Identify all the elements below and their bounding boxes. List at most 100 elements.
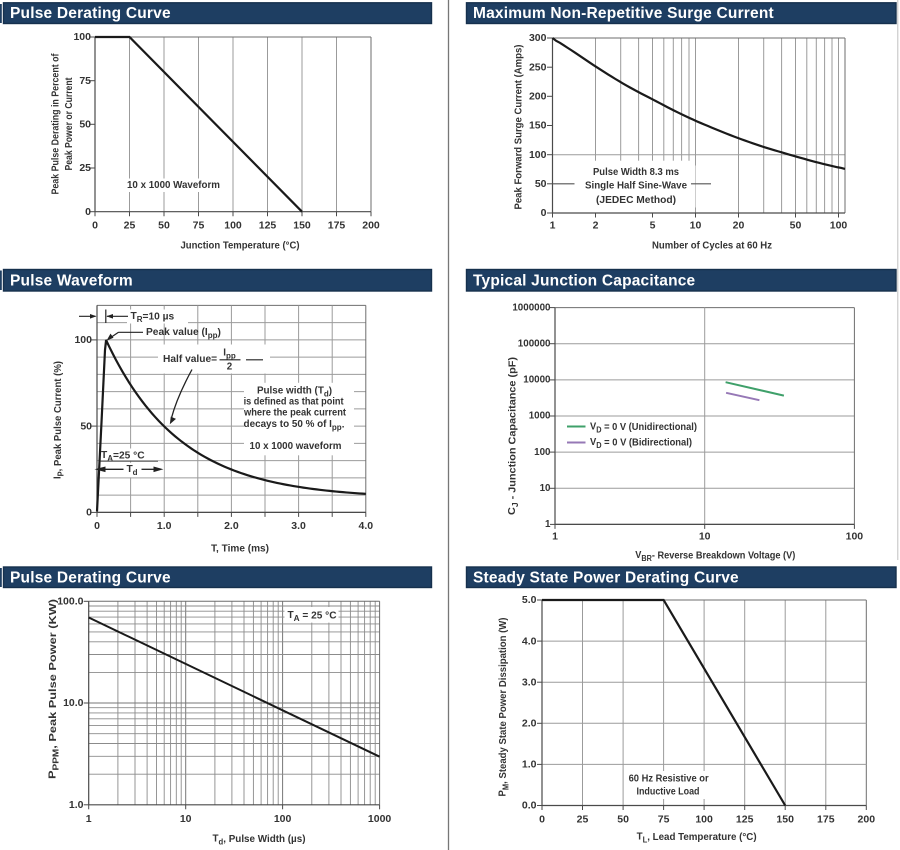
svg-text:0: 0: [85, 206, 91, 218]
svg-text:4.0: 4.0: [522, 635, 537, 647]
svg-text:3.0: 3.0: [522, 676, 537, 688]
svg-text:300: 300: [529, 32, 547, 44]
svg-text:100000: 100000: [518, 338, 551, 349]
svg-text:100: 100: [274, 813, 292, 825]
svg-text:10: 10: [699, 531, 711, 543]
svg-text:2.0: 2.0: [522, 718, 537, 730]
svg-text:CJ - Junction Capacitance (pF): CJ - Junction Capacitance (pF): [507, 357, 520, 515]
svg-text:3.0: 3.0: [291, 520, 306, 532]
svg-text:VBR- Reverse Breakdown Voltage: VBR- Reverse Breakdown Voltage (V): [635, 550, 795, 563]
svg-text:50: 50: [158, 219, 170, 231]
svg-text:1.0: 1.0: [157, 520, 172, 532]
svg-text:Ipp: Ipp: [223, 347, 236, 360]
svg-text:10 x 1000 waveform: 10 x 1000 waveform: [250, 441, 342, 452]
svg-text:150: 150: [529, 120, 547, 132]
svg-text:1000000: 1000000: [512, 302, 551, 313]
svg-text:1000: 1000: [529, 411, 551, 422]
svg-text:is defined as that point: is defined as that point: [244, 397, 345, 408]
svg-text:100: 100: [529, 149, 547, 161]
svg-text:200: 200: [858, 814, 876, 826]
svg-text:(JEDEC Method): (JEDEC Method): [596, 195, 676, 206]
svg-text:Typical Junction Capacitance: Typical Junction Capacitance: [473, 272, 696, 289]
svg-text:1.0: 1.0: [69, 799, 84, 811]
svg-text:175: 175: [328, 219, 346, 231]
svg-text:0: 0: [94, 520, 100, 532]
svg-text:50: 50: [790, 219, 802, 231]
svg-text:75: 75: [193, 219, 205, 231]
svg-text:125: 125: [736, 814, 754, 826]
svg-text:5: 5: [650, 219, 656, 231]
svg-text:Number of Cycles at 60 Hz: Number of Cycles at 60 Hz: [652, 240, 772, 252]
svg-text:100: 100: [534, 447, 551, 458]
svg-text:1: 1: [550, 219, 556, 231]
svg-text:10000: 10000: [523, 375, 551, 386]
svg-text:PM, Steady State Power Dissipa: PM, Steady State Power Dissipation (W): [498, 618, 511, 797]
svg-text:Peak Pulse Derating in Percent: Peak Pulse Derating in Percent of: [51, 53, 62, 195]
svg-text:VD = 0 V (Bidirectional): VD = 0 V (Bidirectional): [590, 437, 692, 450]
svg-text:Td: Td: [126, 464, 137, 477]
svg-text:0: 0: [539, 814, 545, 826]
svg-text:200: 200: [529, 91, 547, 103]
svg-text:1000: 1000: [368, 813, 392, 825]
svg-text:5.0: 5.0: [522, 594, 537, 606]
svg-text:125: 125: [259, 219, 277, 231]
svg-text:10.0: 10.0: [63, 697, 84, 709]
svg-text:10 x 1000 Waveform: 10 x 1000 Waveform: [127, 180, 220, 191]
svg-text:100.0: 100.0: [57, 596, 83, 608]
svg-text:Peak Forward Surge Current (Am: Peak Forward Surge Current (Amps): [514, 45, 525, 210]
svg-text:60 Hz Resistive or: 60 Hz Resistive or: [629, 774, 709, 785]
svg-text:100: 100: [695, 814, 713, 826]
svg-text:TA=25 °C: TA=25 °C: [101, 450, 145, 463]
svg-text:150: 150: [293, 219, 311, 231]
svg-text:Peak Power or Current: Peak Power or Current: [64, 77, 75, 171]
svg-text:20: 20: [733, 219, 745, 231]
svg-text:50: 50: [79, 119, 91, 131]
svg-text:PPPM, Peak Pulse Power (KW): PPPM, Peak Pulse Power (KW): [48, 599, 61, 779]
svg-text:100: 100: [830, 219, 848, 231]
svg-text:0: 0: [541, 207, 547, 219]
svg-text:TL, Lead Temperature (°C): TL, Lead Temperature (°C): [637, 832, 757, 845]
svg-text:Pulse Waveform: Pulse Waveform: [10, 272, 133, 289]
svg-text:Pulse Width 8.3 ms: Pulse Width 8.3 ms: [593, 167, 679, 178]
svg-text:25: 25: [124, 219, 136, 231]
svg-text:Pulse Derating Curve: Pulse Derating Curve: [10, 5, 171, 22]
svg-text:75: 75: [658, 814, 670, 826]
svg-text:50: 50: [617, 814, 629, 826]
svg-text:2.0: 2.0: [224, 520, 239, 532]
svg-text:100: 100: [224, 219, 242, 231]
svg-text:Pulse width (Td): Pulse width (Td): [257, 386, 332, 399]
svg-text:50: 50: [80, 420, 92, 432]
svg-text:Maximum Non-Repetitive Surge C: Maximum Non-Repetitive Surge Current: [473, 5, 774, 22]
svg-text:Td, Pulse Width (µs): Td, Pulse Width (µs): [213, 833, 306, 846]
svg-text:100: 100: [73, 31, 91, 43]
svg-text:0.0: 0.0: [522, 800, 537, 812]
svg-text:100: 100: [74, 334, 92, 346]
svg-text:10: 10: [540, 483, 551, 494]
svg-text:1: 1: [552, 531, 558, 543]
svg-text:Pulse Derating Curve: Pulse Derating Curve: [10, 569, 171, 586]
svg-text:Inductive Load: Inductive Load: [637, 787, 700, 798]
svg-text:0: 0: [92, 219, 98, 231]
svg-text:decays to 50 % of Ipp.: decays to 50 % of Ipp.: [244, 419, 345, 432]
svg-text:1: 1: [545, 519, 551, 530]
svg-text:where the peak current: where the peak current: [243, 408, 347, 419]
svg-text:200: 200: [362, 219, 380, 231]
svg-text:Peak value (Ipp): Peak value (Ipp): [146, 327, 221, 340]
svg-text:VD = 0 V (Unidirectional): VD = 0 V (Unidirectional): [590, 421, 697, 434]
svg-text:Steady State Power Derating Cu: Steady State Power Derating Curve: [473, 569, 739, 586]
svg-text:250: 250: [529, 61, 547, 73]
svg-text:2: 2: [227, 362, 233, 373]
svg-text:175: 175: [817, 814, 835, 826]
svg-text:T, Time (ms): T, Time (ms): [211, 542, 269, 554]
svg-text:100: 100: [846, 531, 864, 543]
svg-text:10: 10: [180, 813, 192, 825]
svg-text:25: 25: [577, 814, 589, 826]
svg-text:TR=10 µs: TR=10 µs: [131, 311, 175, 324]
svg-text:75: 75: [79, 75, 91, 87]
svg-text:Single Half Sine-Wave: Single Half Sine-Wave: [585, 181, 687, 192]
svg-text:Junction Temperature (°C): Junction Temperature (°C): [181, 240, 300, 252]
svg-text:4.0: 4.0: [358, 520, 373, 532]
svg-text:IP, Peak Pulse Current (%): IP, Peak Pulse Current (%): [53, 361, 66, 479]
svg-text:150: 150: [776, 814, 794, 826]
svg-text:2: 2: [593, 219, 599, 231]
